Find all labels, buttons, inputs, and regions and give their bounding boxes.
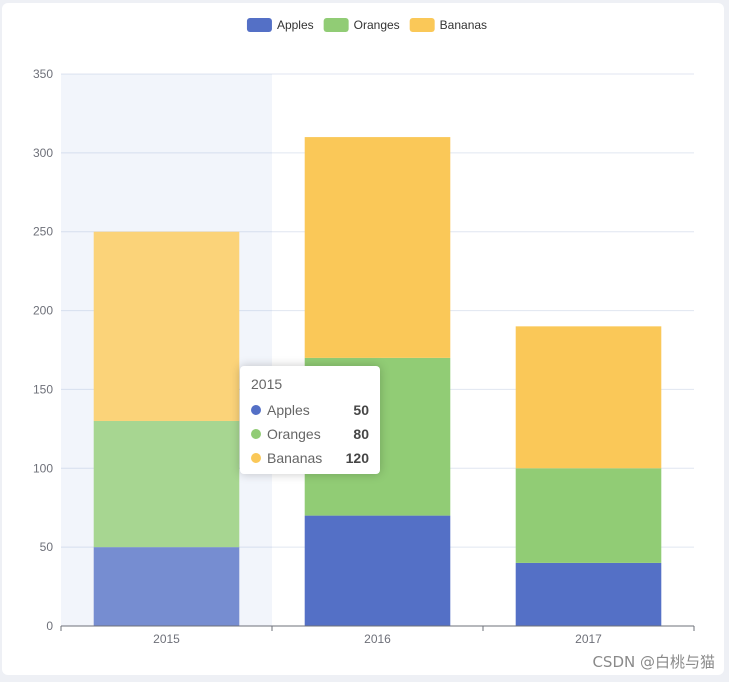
tooltip-name: Apples <box>267 402 310 418</box>
tooltip: 2015 Apples 50 Oranges 80 Bananas 120 <box>240 366 380 474</box>
watermark: CSDN @白桃与猫 <box>592 653 715 671</box>
bar-bananas-2015[interactable] <box>93 231 240 421</box>
bar-oranges-2017[interactable] <box>515 468 662 563</box>
legend-label: Apples <box>277 18 314 32</box>
y-tick-label: 300 <box>33 146 53 160</box>
legend-swatch-bananas[interactable] <box>409 18 435 32</box>
x-tick-label: 2016 <box>364 632 391 646</box>
x-tick-label: 2015 <box>153 632 180 646</box>
axes: 0 50 100 150 200 250 300 350 2015 2016 2017 <box>33 67 695 646</box>
x-tick-label: 2017 <box>575 632 602 646</box>
tooltip-dot-oranges <box>251 429 261 439</box>
tooltip-dot-bananas <box>251 453 261 463</box>
legend[interactable]: Apples Oranges Bananas <box>246 18 487 32</box>
bar-bananas-2017[interactable] <box>515 326 662 469</box>
y-tick-label: 100 <box>33 461 53 475</box>
bar-apples-2015[interactable] <box>93 547 240 626</box>
tooltip-row-oranges: Oranges 80 <box>251 422 369 446</box>
tooltip-name: Oranges <box>267 426 321 442</box>
bar-apples-2017[interactable] <box>515 562 662 626</box>
legend-label: Oranges <box>354 18 400 32</box>
bar-apples-2016[interactable] <box>304 515 451 626</box>
y-tick-label: 350 <box>33 67 53 81</box>
y-tick-label: 0 <box>46 619 53 633</box>
y-tick-label: 250 <box>33 225 53 239</box>
tooltip-row-bananas: Bananas 120 <box>251 446 369 470</box>
tooltip-title: 2015 <box>251 376 283 392</box>
y-tick-label: 200 <box>33 304 53 318</box>
tooltip-value: 50 <box>353 402 369 418</box>
bar-oranges-2015[interactable] <box>93 420 240 548</box>
y-tick-label: 150 <box>33 382 53 396</box>
tooltip-name: Bananas <box>267 450 323 466</box>
tooltip-dot-apples <box>251 405 261 415</box>
tooltip-row-apples: Apples 50 <box>251 398 369 422</box>
bar-bananas-2016[interactable] <box>304 137 451 358</box>
legend-swatch-apples[interactable] <box>246 18 272 32</box>
legend-label: Bananas <box>440 18 487 32</box>
y-tick-label: 50 <box>40 540 54 554</box>
bars[interactable] <box>93 137 662 626</box>
tooltip-value: 120 <box>345 450 369 466</box>
legend-swatch-oranges[interactable] <box>323 18 349 32</box>
tooltip-value: 80 <box>353 426 369 442</box>
